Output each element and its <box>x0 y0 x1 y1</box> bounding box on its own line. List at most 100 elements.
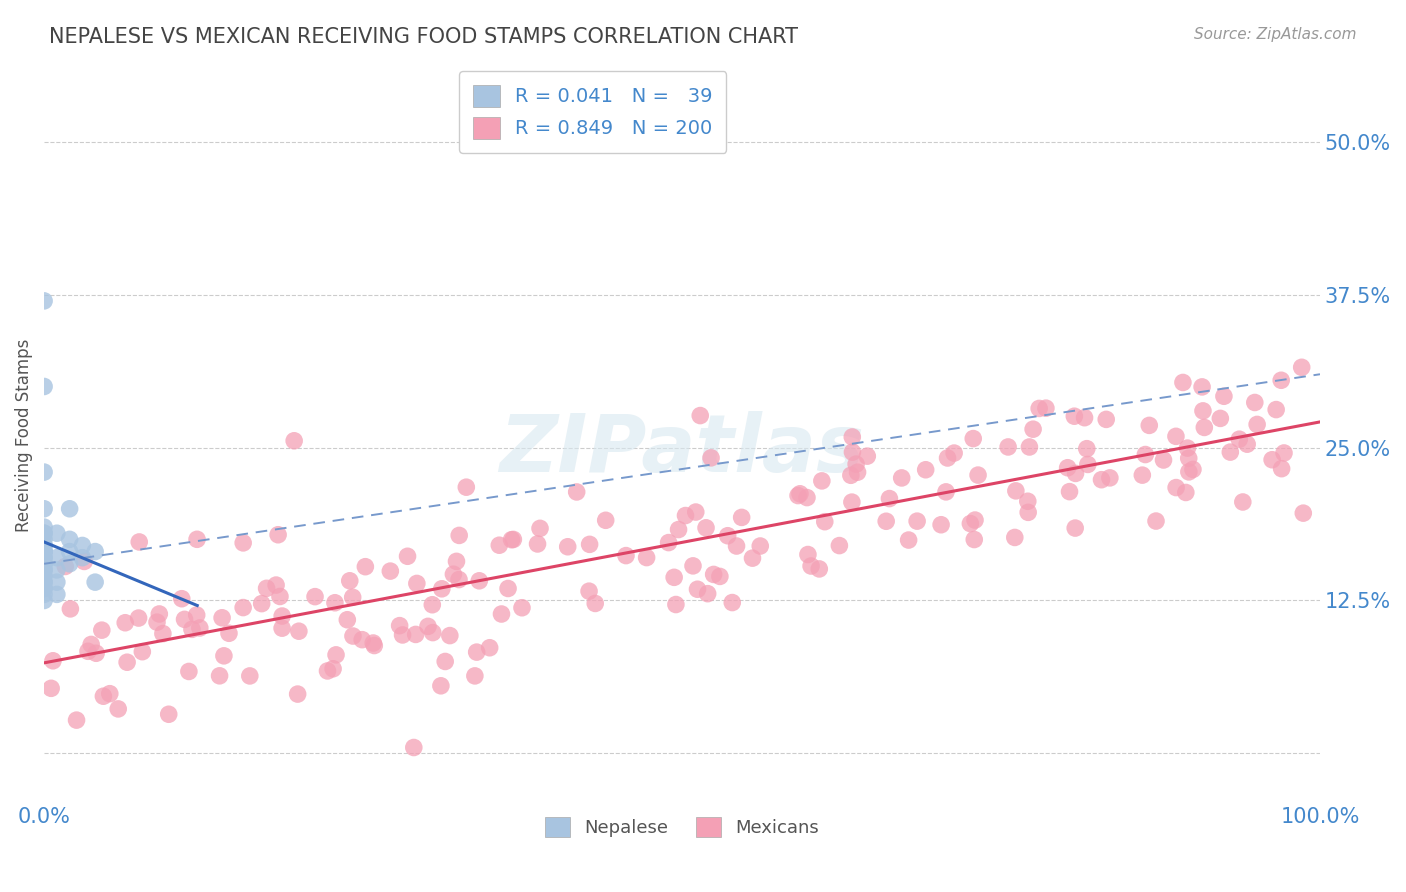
Point <box>439 629 461 643</box>
Point <box>668 523 690 537</box>
Point <box>749 539 772 553</box>
Point <box>45 550 67 565</box>
Point <box>1271 461 1294 475</box>
Point <box>405 627 427 641</box>
Point <box>32 501 55 516</box>
Point <box>1236 437 1258 451</box>
Point <box>59 501 82 516</box>
Point <box>1098 471 1121 485</box>
Point <box>828 539 851 553</box>
Point <box>1177 451 1199 466</box>
Point <box>90 623 112 637</box>
Point <box>316 664 339 678</box>
Point <box>700 450 723 465</box>
Point <box>963 533 986 547</box>
Point <box>1164 429 1187 443</box>
Point <box>841 445 863 459</box>
Point <box>73 554 96 568</box>
Point <box>1265 402 1288 417</box>
Point <box>709 569 731 583</box>
Point <box>1291 360 1313 375</box>
Point <box>32 293 55 308</box>
Point <box>84 544 107 558</box>
Point <box>565 485 588 500</box>
Point <box>501 533 523 547</box>
Point <box>53 559 76 574</box>
Point <box>170 591 193 606</box>
Point <box>269 590 291 604</box>
Point <box>232 600 254 615</box>
Point <box>800 559 823 574</box>
Point <box>84 575 107 590</box>
Point <box>32 465 55 479</box>
Point <box>730 510 752 524</box>
Point <box>787 489 810 503</box>
Point <box>363 639 385 653</box>
Point <box>239 669 262 683</box>
Point <box>45 587 67 601</box>
Point <box>45 563 67 577</box>
Point <box>59 533 82 547</box>
Point <box>583 597 606 611</box>
Point <box>1064 521 1087 535</box>
Point <box>1192 404 1215 418</box>
Point <box>967 468 990 483</box>
Point <box>595 513 617 527</box>
Point <box>464 669 486 683</box>
Point <box>879 491 901 506</box>
Legend: Nepalese, Mexicans: Nepalese, Mexicans <box>537 809 827 845</box>
Point <box>271 609 294 624</box>
Point <box>1171 376 1194 390</box>
Point <box>636 550 658 565</box>
Point <box>856 449 879 463</box>
Point <box>32 575 55 590</box>
Point <box>1017 505 1039 519</box>
Point <box>488 538 510 552</box>
Point <box>914 463 936 477</box>
Point <box>943 446 966 460</box>
Point <box>557 540 579 554</box>
Point <box>675 508 697 523</box>
Point <box>304 590 326 604</box>
Point <box>662 570 685 584</box>
Point <box>77 644 100 658</box>
Point <box>686 582 709 597</box>
Point <box>188 621 211 635</box>
Point <box>1135 448 1157 462</box>
Point <box>905 514 928 528</box>
Point <box>32 587 55 601</box>
Point <box>1005 483 1028 498</box>
Point <box>1017 494 1039 508</box>
Point <box>98 687 121 701</box>
Point <box>997 440 1019 454</box>
Point <box>342 591 364 605</box>
Point <box>1028 401 1050 416</box>
Point <box>32 557 55 571</box>
Point <box>430 582 453 596</box>
Point <box>526 537 548 551</box>
Point <box>789 487 811 501</box>
Text: ZIPatlas: ZIPatlas <box>499 411 865 489</box>
Point <box>354 559 377 574</box>
Point <box>465 645 488 659</box>
Point <box>391 628 413 642</box>
Point <box>267 527 290 541</box>
Point <box>32 575 55 590</box>
Point <box>336 613 359 627</box>
Point <box>1018 440 1040 454</box>
Point <box>148 607 170 621</box>
Point <box>721 596 744 610</box>
Point <box>181 623 204 637</box>
Point <box>682 558 704 573</box>
Point <box>1130 468 1153 483</box>
Y-axis label: Receiving Food Stamps: Receiving Food Stamps <box>15 339 32 533</box>
Point <box>65 713 87 727</box>
Point <box>741 551 763 566</box>
Point <box>717 529 740 543</box>
Point <box>839 468 862 483</box>
Point <box>1164 481 1187 495</box>
Point <box>32 569 55 583</box>
Point <box>685 505 707 519</box>
Point <box>936 450 959 465</box>
Point <box>1209 411 1232 425</box>
